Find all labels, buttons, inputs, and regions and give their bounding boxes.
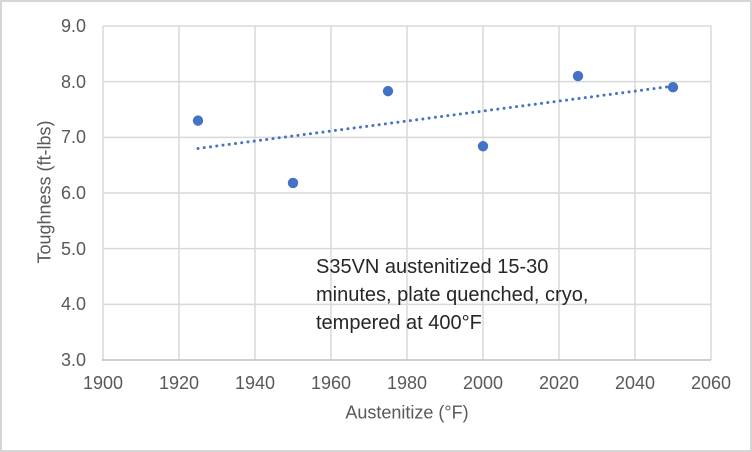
x-axis-tick-label: 2060 (690, 373, 732, 393)
y-axis-tick-label: 6.0 (60, 183, 86, 203)
y-axis-tick-label: 5.0 (60, 238, 86, 259)
x-axis-tick-label: 1900 (82, 373, 124, 393)
data-point (477, 141, 489, 152)
y-axis-tick-label: 3.0 (60, 350, 86, 370)
x-axis-tick-label: 1940 (234, 373, 276, 393)
annotation-text: S35VN austenitized 15-30 minutes, plate … (316, 256, 589, 334)
y-axis-tick-label: 4.0 (60, 294, 86, 315)
data-point (287, 177, 299, 189)
x-axis-tick-label: 1920 (158, 373, 200, 393)
y-axis-tick-label: 8.0 (60, 71, 86, 92)
x-axis-tick-label: 2040 (614, 373, 656, 393)
y-axis-tick-label: 7.0 (60, 127, 86, 148)
x-axis-tick-label: 2000 (462, 373, 504, 393)
data-point (382, 85, 394, 97)
x-axis-tick-label: 2020 (538, 373, 580, 393)
data-point (572, 70, 584, 82)
y-axis-tick-label: 9.0 (60, 16, 86, 36)
trendline-dotted (196, 84, 675, 150)
data-point (667, 82, 679, 93)
x-axis-title: Austenitize (°F) (345, 402, 469, 423)
data-point (192, 115, 204, 126)
x-axis-tick-label: 1960 (310, 373, 352, 393)
x-axis-tick-label: 1980 (386, 373, 428, 393)
